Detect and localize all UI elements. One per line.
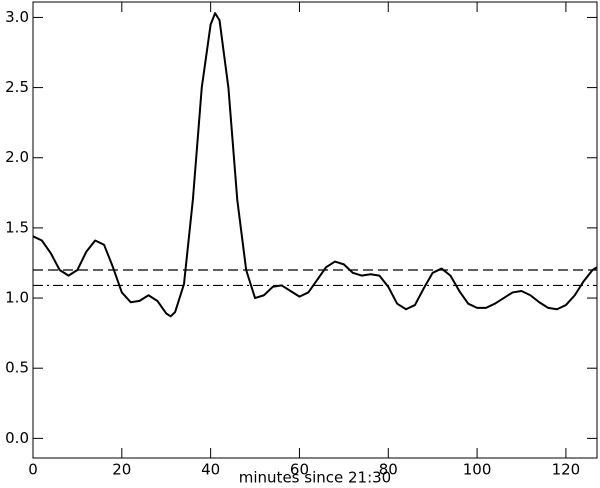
y-tick-label: 2.0 xyxy=(5,148,29,166)
x-tick-label: 100 xyxy=(463,461,492,479)
y-tick-label: 1.0 xyxy=(5,289,29,307)
x-tick-label: 60 xyxy=(290,461,309,479)
x-tick-label: 20 xyxy=(112,461,131,479)
x-axis-label: minutes since 21:30 xyxy=(239,469,391,487)
y-tick-label: 3.0 xyxy=(5,8,29,26)
x-tick-label: 120 xyxy=(552,461,581,479)
plot-frame xyxy=(32,1,598,459)
y-tick-label: 1.5 xyxy=(5,218,29,236)
y-tick-label: 2.5 xyxy=(5,78,29,96)
x-tick-label: 80 xyxy=(379,461,398,479)
y-tick-label: 0.0 xyxy=(5,429,29,447)
x-tick-label: 0 xyxy=(28,461,38,479)
data-line xyxy=(32,12,598,318)
y-tick-label: 0.5 xyxy=(5,359,29,377)
x-tick-label: 40 xyxy=(201,461,220,479)
